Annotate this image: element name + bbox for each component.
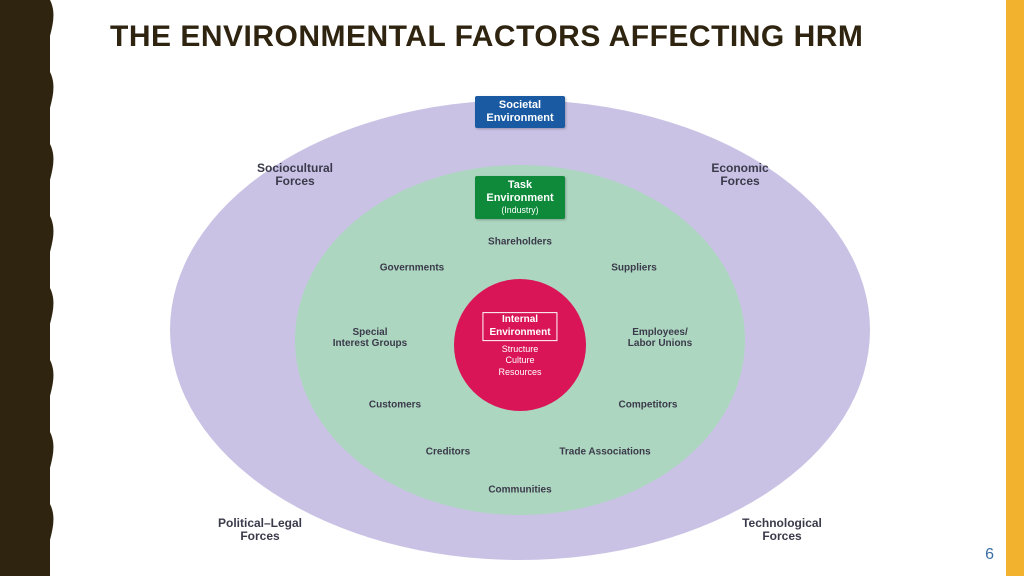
slide-left-wave <box>38 0 63 576</box>
page-number: 6 <box>985 546 994 564</box>
middle-label-9: Communities <box>488 485 551 496</box>
middle-label-8: Trade Associations <box>559 447 650 458</box>
internal-environment-label: Internal Environment Structure Culture R… <box>482 312 557 378</box>
societal-box-line2: Environment <box>486 112 553 124</box>
middle-label-7: Creditors <box>426 447 470 458</box>
center-title2: Environment <box>489 327 550 338</box>
center-title1: Internal <box>502 314 538 325</box>
outer-label-1: Economic Forces <box>711 162 768 188</box>
outer-label-3: Technological Forces <box>742 517 822 543</box>
task-environment-box: Task Environment (Industry) <box>475 176 565 219</box>
center-items: Structure Culture Resources <box>482 344 557 378</box>
task-box-sub: (Industry) <box>483 205 557 216</box>
slide-title: THE ENVIRONMENTAL FACTORS AFFECTING HRM <box>110 20 984 54</box>
middle-label-4: Employees/ Labor Unions <box>628 327 692 349</box>
societal-environment-box: Societal Environment <box>475 96 565 128</box>
middle-label-3: Special Interest Groups <box>333 327 407 349</box>
middle-label-6: Competitors <box>619 400 678 411</box>
task-box-line2: Environment <box>486 192 553 204</box>
middle-label-1: Governments <box>380 263 444 274</box>
societal-box-line1: Societal <box>499 99 541 111</box>
middle-label-0: Shareholders <box>488 237 552 248</box>
slide-right-border <box>1006 0 1024 576</box>
middle-label-5: Customers <box>369 400 421 411</box>
outer-label-0: Sociocultural Forces <box>257 162 333 188</box>
hrm-environment-diagram: Societal Environment Task Environment (I… <box>160 70 880 570</box>
task-box-line1: Task <box>508 179 532 191</box>
middle-label-2: Suppliers <box>611 263 657 274</box>
outer-label-2: Political–Legal Forces <box>218 517 302 543</box>
